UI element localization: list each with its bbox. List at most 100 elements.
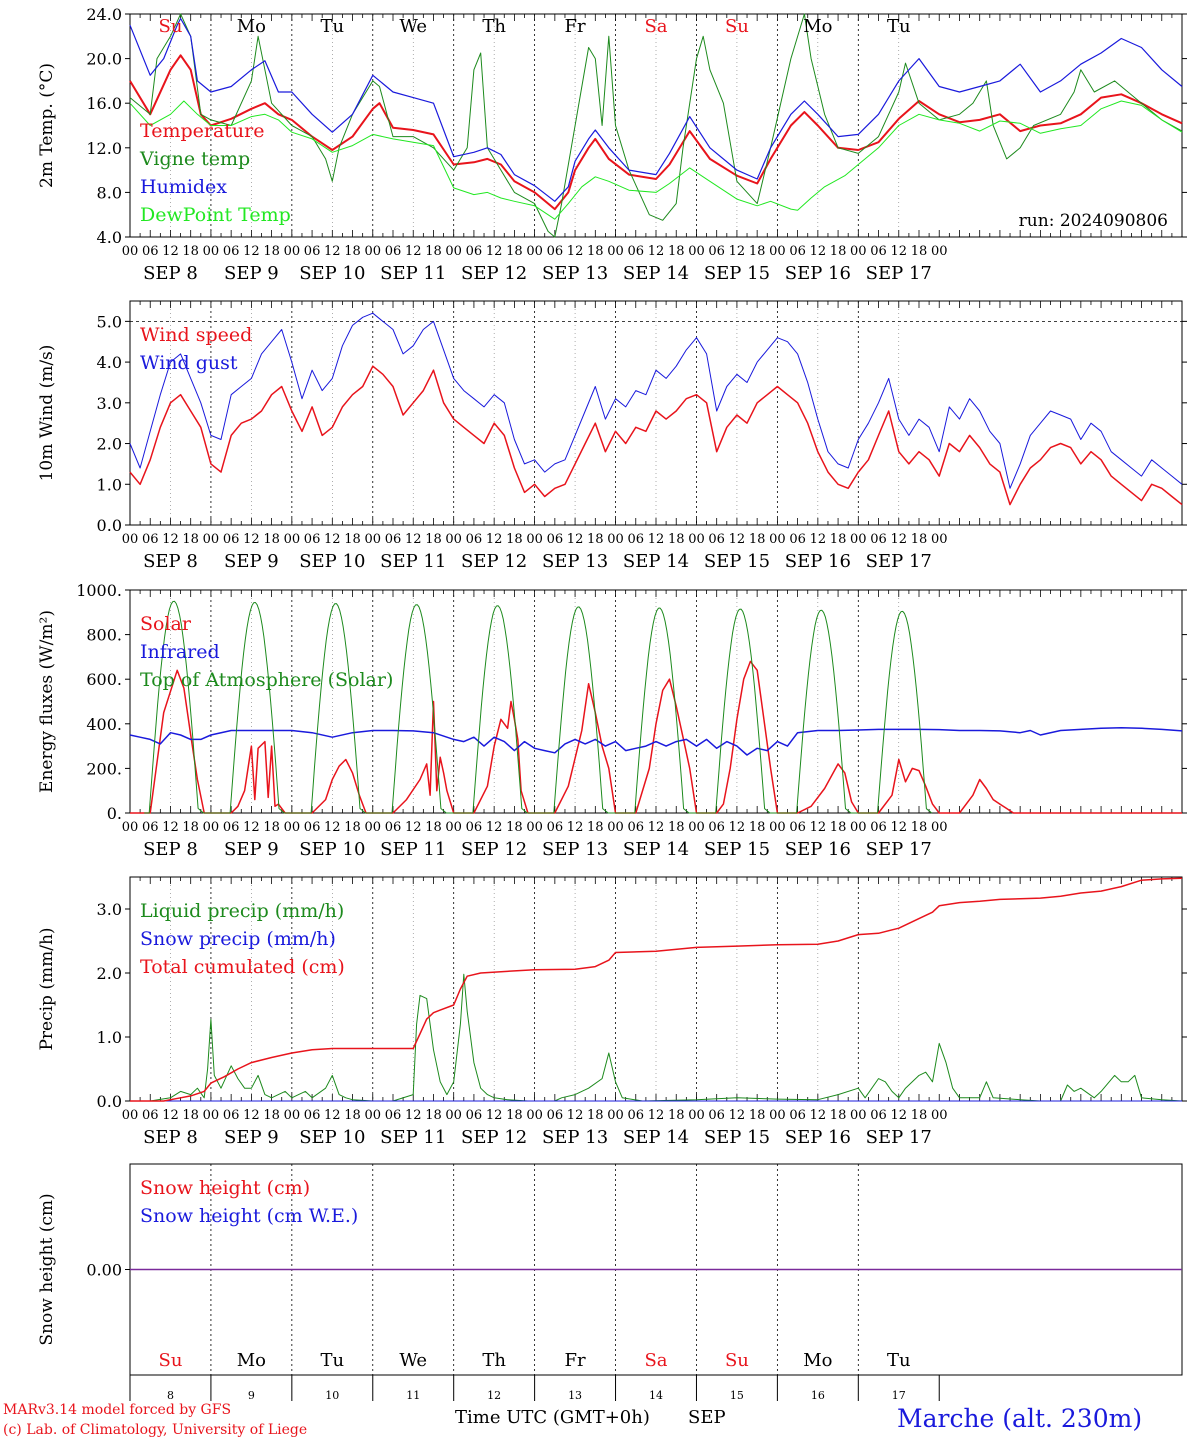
hour-label: 12 <box>486 1108 503 1123</box>
hour-label: 18 <box>587 244 604 259</box>
hour-label: 12 <box>243 532 260 547</box>
hour-label: 18 <box>911 532 928 547</box>
hour-label: 00 <box>769 244 786 259</box>
date-label: SEP 12 <box>461 551 527 572</box>
y-tick-label: 0.0 <box>97 1092 122 1111</box>
hour-label: 12 <box>729 244 746 259</box>
day-name: Su <box>158 1350 182 1371</box>
hour-label: 00 <box>688 244 705 259</box>
legend-snow-precip-mm-h: Snow precip (mm/h) <box>140 928 336 950</box>
legend-solar: Solar <box>140 613 192 635</box>
y-tick-label: 24.0 <box>86 5 122 24</box>
day-number: 10 <box>325 1389 339 1402</box>
hour-label: 18 <box>911 1108 928 1123</box>
legend-snow-height-cm-w-e: Snow height (cm W.E.) <box>140 1205 358 1227</box>
hour-label: 12 <box>324 820 341 835</box>
hour-label: 06 <box>547 532 564 547</box>
hour-label: 00 <box>445 532 462 547</box>
hour-label: 00 <box>364 1108 381 1123</box>
hour-label: 06 <box>870 1108 887 1123</box>
date-label: SEP 12 <box>461 263 527 284</box>
y-tick-label: 400. <box>86 715 122 734</box>
hour-label: 18 <box>830 1108 847 1123</box>
date-label: SEP 16 <box>785 1127 851 1148</box>
hour-label: 06 <box>708 1108 725 1123</box>
date-label: SEP 9 <box>224 839 279 860</box>
legend-dewpoint-temp: DewPoint Temp <box>140 204 291 226</box>
series-vigne-temp <box>129 13 1183 238</box>
hour-label: 00 <box>122 1108 139 1123</box>
hour-label: 12 <box>162 532 179 547</box>
day-number: 13 <box>568 1389 582 1402</box>
hour-label: 18 <box>749 1108 766 1123</box>
hour-label: 12 <box>567 1108 584 1123</box>
hour-label: 06 <box>466 244 483 259</box>
date-label: SEP 14 <box>623 551 689 572</box>
hour-label: 18 <box>668 244 685 259</box>
y-tick-label: 0.00 <box>86 1261 122 1280</box>
hour-label: 18 <box>587 1108 604 1123</box>
hour-label: 06 <box>142 820 159 835</box>
hour-label: 18 <box>911 244 928 259</box>
hour-label: 00 <box>445 1108 462 1123</box>
hour-label: 06 <box>789 532 806 547</box>
y-tick-label: 1.0 <box>97 1028 122 1047</box>
hour-label: 06 <box>466 820 483 835</box>
hour-label: 18 <box>749 820 766 835</box>
hour-label: 06 <box>142 244 159 259</box>
series-dewpoint-temp <box>129 100 1183 220</box>
hour-label: 00 <box>122 244 139 259</box>
date-label: SEP 13 <box>542 839 608 860</box>
hour-label: 00 <box>607 1108 624 1123</box>
day-number: 16 <box>811 1389 825 1402</box>
hour-label: 18 <box>668 1108 685 1123</box>
hour-label: 12 <box>890 532 907 547</box>
date-label: SEP 11 <box>380 839 446 860</box>
day-name: Mo <box>237 1350 266 1371</box>
y-axis-label: Energy fluxes (W/m²) <box>37 610 57 793</box>
date-label: SEP 8 <box>143 839 198 860</box>
hour-label: 12 <box>810 1108 827 1123</box>
day-name: We <box>399 16 427 37</box>
date-label: SEP 14 <box>623 263 689 284</box>
hour-label: 00 <box>607 244 624 259</box>
day-name: Sa <box>644 1350 667 1371</box>
hour-label: 06 <box>223 1108 240 1123</box>
date-label: SEP 15 <box>704 1127 770 1148</box>
legend-liquid-precip-mm-h: Liquid precip (mm/h) <box>140 900 344 922</box>
y-tick-label: 0.0 <box>97 516 122 535</box>
panel-5: 0.00 Snow height (cm) Snow height (cm) Snow… <box>37 1163 1183 1402</box>
day-number: 15 <box>730 1389 744 1402</box>
hour-label: 00 <box>203 1108 220 1123</box>
y-tick-label: 3.0 <box>97 900 122 919</box>
hour-label: 18 <box>344 532 361 547</box>
day-name: Tu <box>887 16 911 37</box>
panel-1: 4.0 8.0 12.0 16.0 20.0 24.0 2m Temp. (°C) Tempe… <box>37 5 1187 284</box>
series-total-cumulated-cm <box>130 877 1183 1102</box>
hour-label: 00 <box>931 244 948 259</box>
date-label: SEP 15 <box>704 839 770 860</box>
day-number: 12 <box>487 1389 501 1402</box>
series-infrared <box>129 727 1183 756</box>
hour-label: 18 <box>830 532 847 547</box>
date-label: SEP 11 <box>380 1127 446 1148</box>
date-label: SEP 13 <box>542 1127 608 1148</box>
date-label: SEP 10 <box>299 551 365 572</box>
series-liquid-precip-mm-h <box>130 973 1183 1102</box>
hour-label: 12 <box>405 532 422 547</box>
date-label: SEP 10 <box>299 1127 365 1148</box>
hour-label: 18 <box>263 820 280 835</box>
hour-label: 12 <box>810 532 827 547</box>
hour-label: 18 <box>182 532 199 547</box>
panel-2: 0.0 1.0 2.0 3.0 4.0 5.0 10m Wind (m/s) Wind spe… <box>37 300 1187 572</box>
hour-label: 06 <box>547 244 564 259</box>
footer-model-line1: MARv3.14 model forced by GFS <box>3 1402 231 1418</box>
hour-label: 12 <box>729 532 746 547</box>
day-name: Th <box>482 16 506 37</box>
date-label: SEP 17 <box>866 839 932 860</box>
date-label: SEP 10 <box>299 263 365 284</box>
hour-label: 06 <box>142 532 159 547</box>
hour-label: 00 <box>203 244 220 259</box>
